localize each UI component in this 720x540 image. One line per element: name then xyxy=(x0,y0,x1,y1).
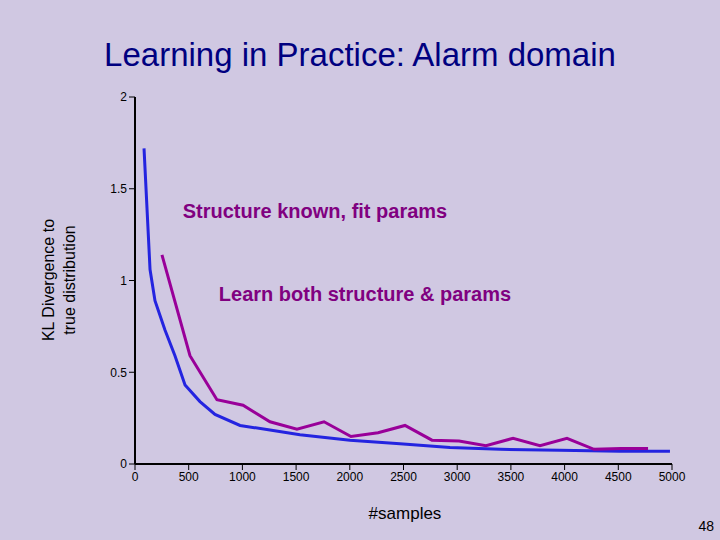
svg-text:3000: 3000 xyxy=(444,470,471,484)
svg-text:1500: 1500 xyxy=(283,470,310,484)
html-text:Learning in Practice: Alarm do: Learning in Practice: Alarm domain xyxy=(104,36,616,73)
svg-text:500: 500 xyxy=(179,470,199,484)
html-text:KL Divergence to: KL Divergence to xyxy=(40,218,57,342)
html-text:Learn both structure & params: Learn both structure & params xyxy=(218,283,512,305)
svg-text:1.5: 1.5 xyxy=(110,182,127,196)
svg-text:4500: 4500 xyxy=(605,470,632,484)
html-text:true distribution: true distribution xyxy=(61,225,78,335)
html-text:48: 48 xyxy=(698,518,714,534)
svg-text:0.5: 0.5 xyxy=(110,366,127,380)
svg-text:1000: 1000 xyxy=(229,470,256,484)
html-text:#samples: #samples xyxy=(368,504,442,523)
svg-text:1: 1 xyxy=(120,274,127,288)
svg-text:3500: 3500 xyxy=(498,470,525,484)
svg-text:5000: 5000 xyxy=(659,470,686,484)
html-text:Structure known, fit params: Structure known, fit params xyxy=(182,200,448,222)
svg-text:4000: 4000 xyxy=(551,470,578,484)
svg-text:2: 2 xyxy=(120,90,127,104)
svg-text:0: 0 xyxy=(120,457,127,471)
svg-text:0: 0 xyxy=(132,470,139,484)
svg-text:2000: 2000 xyxy=(336,470,363,484)
svg-text:2500: 2500 xyxy=(390,470,417,484)
